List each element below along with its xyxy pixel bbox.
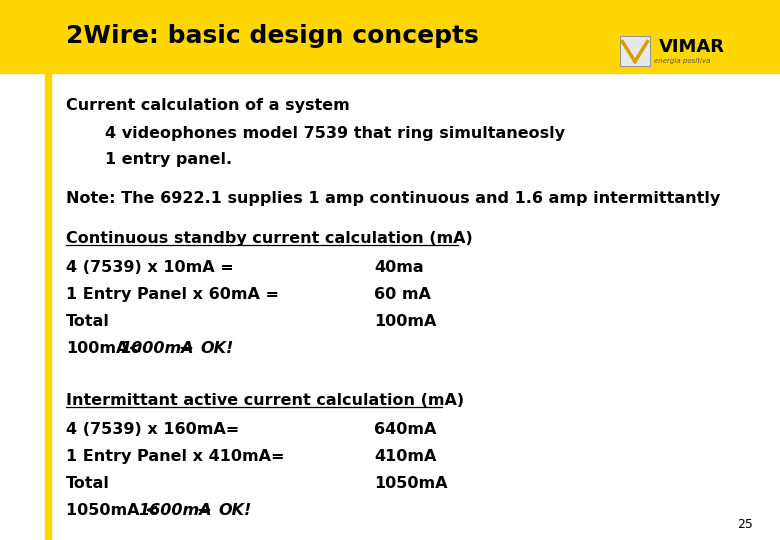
Text: 1050mA <: 1050mA < — [66, 503, 159, 518]
Text: →: → — [192, 503, 217, 518]
Text: 410mA: 410mA — [374, 449, 437, 464]
Text: 1050mA: 1050mA — [374, 476, 448, 491]
Text: 100mA<: 100mA< — [66, 341, 142, 356]
Text: 4 videophones model 7539 that ring simultaneosly: 4 videophones model 7539 that ring simul… — [105, 126, 566, 141]
Text: 1 Entry Panel x 60mA =: 1 Entry Panel x 60mA = — [66, 287, 279, 302]
Text: 640mA: 640mA — [374, 422, 437, 437]
Bar — [0, 0, 780, 73]
Text: 2Wire: basic design concepts: 2Wire: basic design concepts — [66, 24, 479, 49]
Text: 25: 25 — [737, 518, 753, 531]
Text: 1 entry panel.: 1 entry panel. — [105, 152, 232, 167]
Bar — [45, 73, 51, 540]
Text: Intermittant active current calculation (mA): Intermittant active current calculation … — [66, 393, 464, 408]
Text: →: → — [174, 341, 199, 356]
Text: Total: Total — [66, 314, 110, 329]
Text: OK!: OK! — [218, 503, 252, 518]
Text: 4 (7539) x 10mA =: 4 (7539) x 10mA = — [66, 260, 234, 275]
Text: 100mA: 100mA — [374, 314, 437, 329]
Text: Total: Total — [66, 476, 110, 491]
Text: Note: The 6922.1 supplies 1 amp continuous and 1.6 amp intermittantly: Note: The 6922.1 supplies 1 amp continuo… — [66, 191, 721, 206]
Text: energia positiva: energia positiva — [654, 58, 710, 64]
Text: Continuous standby current calculation (mA): Continuous standby current calculation (… — [66, 231, 473, 246]
Text: Current calculation of a system: Current calculation of a system — [66, 98, 350, 113]
Text: VIMAR: VIMAR — [659, 38, 725, 56]
Text: 1 Entry Panel x 410mA=: 1 Entry Panel x 410mA= — [66, 449, 285, 464]
Bar — [620, 36, 650, 66]
Text: 4 (7539) x 160mA=: 4 (7539) x 160mA= — [66, 422, 239, 437]
Text: 40ma: 40ma — [374, 260, 424, 275]
Text: OK!: OK! — [200, 341, 234, 356]
Text: 1000mA: 1000mA — [120, 341, 193, 356]
Text: 60 mA: 60 mA — [374, 287, 431, 302]
Text: 1600mA: 1600mA — [138, 503, 211, 518]
